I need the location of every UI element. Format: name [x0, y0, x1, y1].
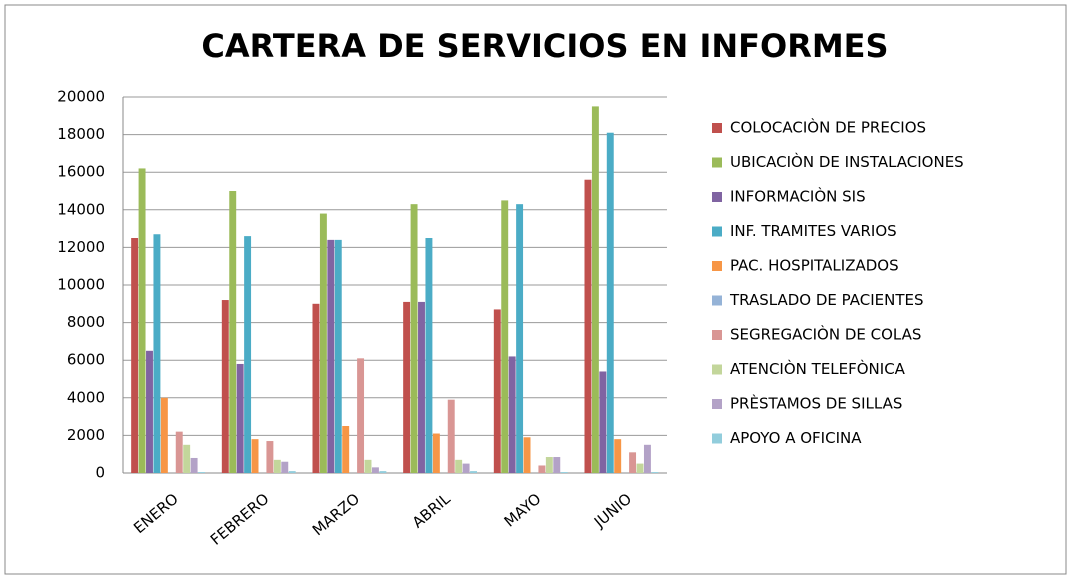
y-tick-label: 4000: [67, 388, 105, 406]
legend-label: UBICACIÒN DE INSTALACIONES: [730, 152, 964, 171]
bar: [288, 471, 296, 473]
y-tick-label: 8000: [67, 313, 105, 331]
bar: [432, 433, 440, 473]
bar: [312, 303, 320, 473]
legend-label: COLOCACIÒN DE PRECIOS: [730, 118, 926, 137]
bar: [425, 238, 433, 473]
chart-border: [4, 4, 1067, 575]
bar: [560, 472, 568, 473]
bar: [371, 467, 379, 473]
bar: [629, 452, 637, 473]
bar: [636, 463, 644, 473]
bar: [319, 213, 327, 473]
bar: [538, 465, 546, 473]
legend-swatch: [712, 295, 722, 306]
bar: [334, 239, 342, 473]
bar: [131, 238, 139, 473]
bar: [160, 397, 168, 473]
bar: [327, 239, 335, 473]
bar: [175, 431, 183, 473]
legend-label: TRASLADO DE PACIENTES: [729, 291, 923, 309]
legend-swatch: [712, 433, 722, 444]
bar: [251, 439, 259, 473]
y-tick-label: 14000: [57, 200, 105, 218]
bar: [153, 234, 161, 473]
bar: [606, 132, 614, 473]
bar: [455, 459, 463, 473]
legend-label: SEGREGACIÒN DE COLAS: [730, 325, 921, 344]
bar: [470, 471, 478, 473]
bar: [198, 472, 206, 473]
bar: [591, 106, 599, 474]
bar: [418, 301, 425, 473]
bar: [183, 444, 191, 473]
bar: [190, 457, 198, 473]
legend-label: INFORMACIÒN SIS: [730, 187, 866, 206]
legend-label: APOYO A OFICINA: [730, 429, 862, 447]
y-tick-label: 18000: [57, 125, 105, 143]
bar: [364, 459, 372, 473]
legend-label: PAC. HOSPITALIZADOS: [730, 257, 899, 275]
bar: [266, 441, 274, 473]
y-tick-label: 0: [95, 464, 105, 482]
y-tick-label: 2000: [67, 426, 105, 444]
legend-swatch: [712, 399, 722, 409]
legend-swatch: [712, 192, 722, 202]
bar: [273, 459, 281, 473]
bar: [357, 358, 365, 473]
bar: [410, 204, 418, 473]
bar: [146, 350, 153, 473]
y-tick-label: 12000: [57, 238, 105, 256]
bar: [651, 472, 659, 473]
bar: [342, 426, 350, 473]
legend-label: INF. TRAMITES VARIOS: [730, 222, 897, 240]
legend-swatch: [712, 123, 722, 133]
legend-swatch: [712, 261, 722, 271]
bar: [447, 399, 455, 473]
legend-label: ATENCIÒN TELEFÒNICA: [730, 359, 906, 378]
bar: [584, 179, 592, 473]
bar: [403, 301, 411, 473]
bar: [501, 200, 509, 473]
bar: [462, 463, 470, 473]
legend-swatch: [712, 226, 722, 237]
y-tick-label: 16000: [57, 163, 105, 181]
bar: [493, 309, 501, 473]
bar: [523, 437, 531, 473]
bar: [614, 439, 622, 473]
legend-label: PRÈSTAMOS DE SILLAS: [730, 394, 902, 413]
bar: [281, 461, 289, 473]
y-tick-label: 6000: [67, 351, 105, 369]
bar: [138, 168, 146, 473]
bar: [236, 363, 244, 473]
legend-swatch: [712, 157, 722, 168]
y-tick-label: 20000: [57, 88, 105, 106]
y-tick-label: 10000: [57, 276, 105, 294]
legend-swatch: [712, 330, 722, 340]
bar: [599, 371, 607, 473]
bar: [545, 457, 553, 473]
bar: [508, 356, 516, 473]
chart-title: CARTERA DE SERVICIOS EN INFORMES: [201, 27, 888, 65]
bar: [244, 236, 252, 473]
bar: [221, 300, 229, 473]
bar: [553, 457, 561, 473]
bar: [379, 471, 387, 473]
legend-swatch: [712, 364, 722, 375]
bar: [229, 191, 237, 473]
bar: [643, 444, 651, 473]
bar: [516, 204, 524, 473]
